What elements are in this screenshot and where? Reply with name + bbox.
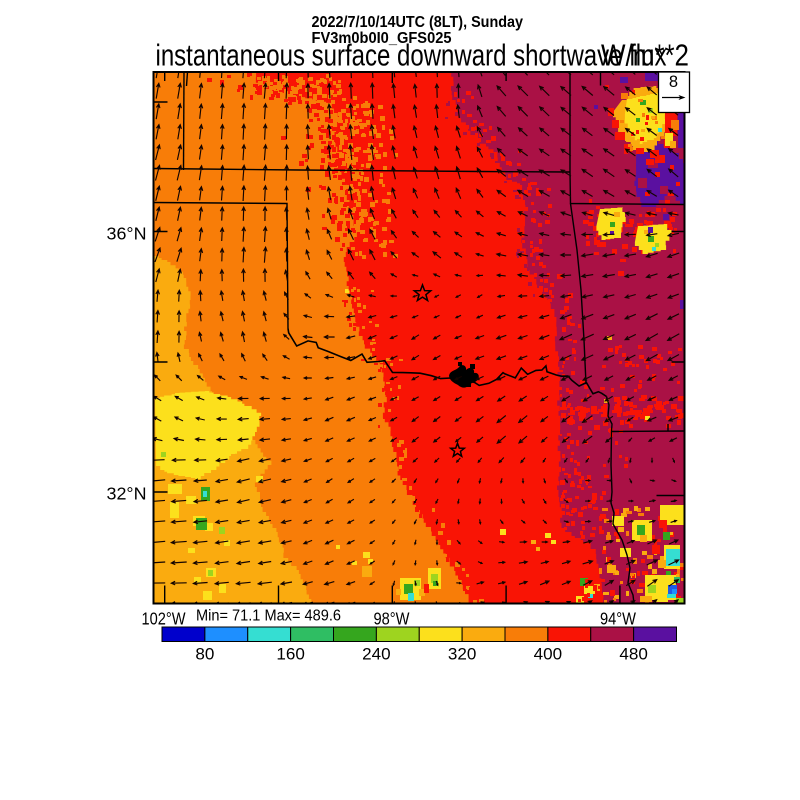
svg-text:W/m**2: W/m**2 xyxy=(601,38,689,73)
svg-text:98°W: 98°W xyxy=(374,609,410,629)
svg-text:240: 240 xyxy=(362,645,391,664)
svg-text:Min= 71.1 Max= 489.6: Min= 71.1 Max= 489.6 xyxy=(196,608,341,625)
svg-text:32°N: 32°N xyxy=(107,484,147,504)
svg-text:400: 400 xyxy=(534,645,563,664)
svg-text:FV3m0b0I0_GFS025: FV3m0b0I0_GFS025 xyxy=(312,30,452,47)
svg-text:36°N: 36°N xyxy=(107,224,147,244)
svg-text:8: 8 xyxy=(669,73,678,91)
svg-text:94°W: 94°W xyxy=(600,609,636,629)
svg-text:instantaneous surface downward: instantaneous surface downward shortwave… xyxy=(156,38,667,73)
svg-text:480: 480 xyxy=(619,645,648,664)
svg-text:2022/7/10/14UTC (8LT), Sunday: 2022/7/10/14UTC (8LT), Sunday xyxy=(312,14,524,31)
svg-text:102°W: 102°W xyxy=(142,609,186,629)
svg-text:160: 160 xyxy=(276,645,305,664)
svg-text:80: 80 xyxy=(195,645,214,664)
svg-text:320: 320 xyxy=(448,645,477,664)
